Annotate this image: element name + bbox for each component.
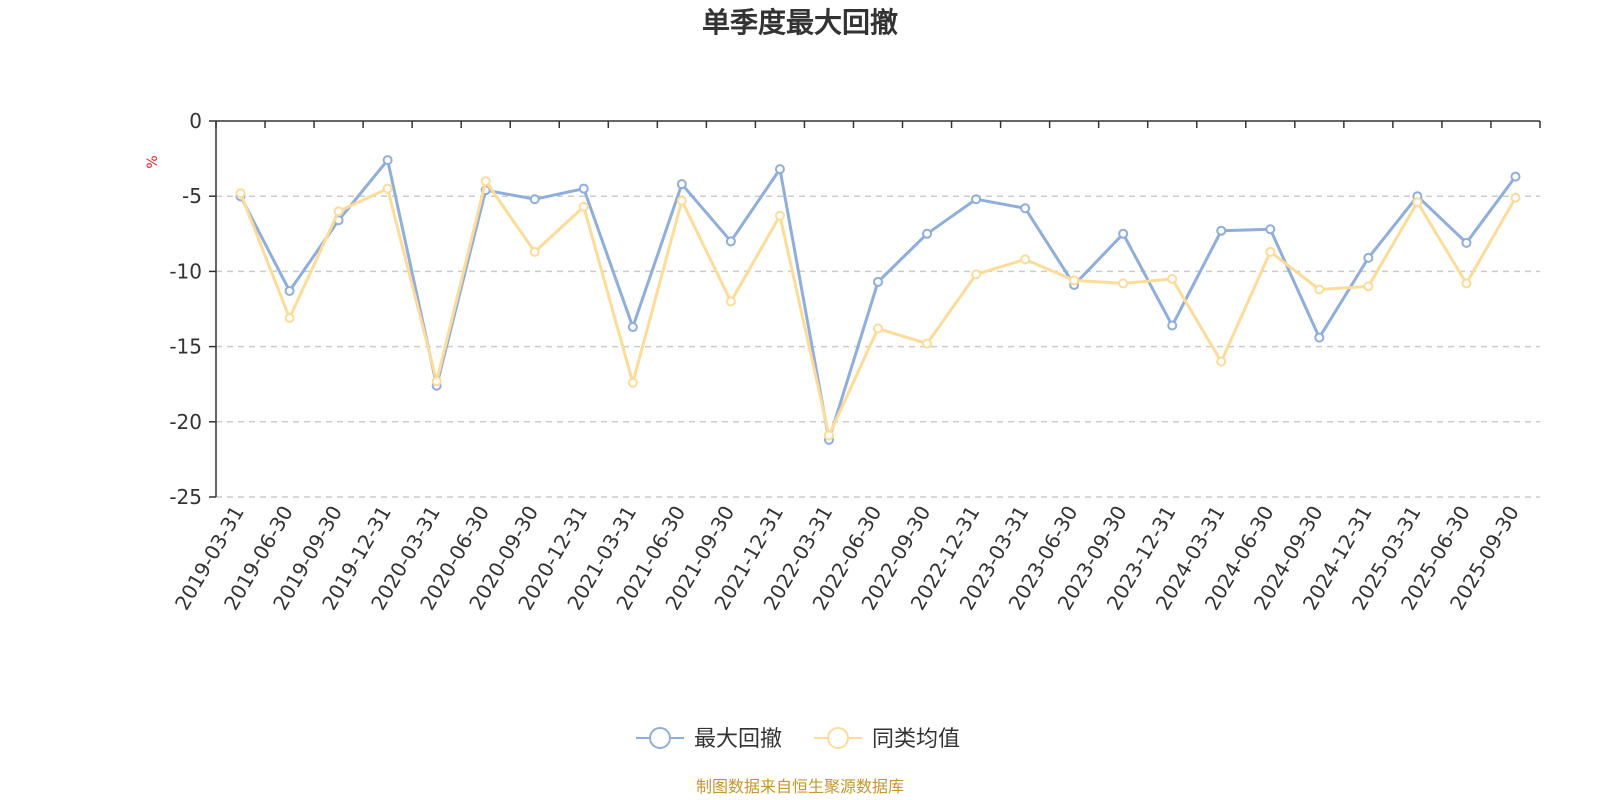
data-point (578, 201, 589, 212)
data-point (1363, 252, 1374, 263)
y-tick-label: -10 (169, 259, 202, 283)
data-point (627, 377, 638, 388)
y-tick-label: -25 (169, 485, 202, 509)
y-axis-ticks: 0 -5 -10 -15 -20 -25 (169, 109, 216, 509)
data-point (1265, 246, 1276, 257)
data-point (333, 206, 344, 217)
data-point (725, 236, 736, 247)
data-point (431, 376, 442, 387)
legend-marker-1 (649, 727, 671, 749)
data-point (676, 179, 687, 190)
data-point (1461, 237, 1472, 248)
data-point (480, 176, 491, 187)
data-point (1118, 228, 1129, 239)
y-tick-label: -5 (182, 184, 202, 208)
data-point (774, 164, 785, 175)
data-point (774, 210, 785, 221)
legend: 最大回撤 同类均值 (636, 727, 960, 752)
data-point (235, 188, 246, 199)
data-point (1069, 275, 1080, 286)
legend-marker-2 (827, 727, 849, 749)
data-point (725, 296, 736, 307)
data-point (1167, 273, 1178, 284)
y-tick-label: -15 (169, 335, 202, 359)
y-tick-label: -20 (169, 410, 202, 434)
data-point (676, 195, 687, 206)
data-point (1412, 197, 1423, 208)
data-point (1118, 278, 1129, 289)
data-point (529, 246, 540, 257)
data-point (1167, 320, 1178, 331)
legend-label-1: 最大回撤 (694, 727, 782, 752)
data-point (382, 183, 393, 194)
data-point (1461, 278, 1472, 289)
data-point (873, 276, 883, 287)
data-point (873, 323, 883, 334)
data-point (1216, 356, 1227, 367)
data-point (823, 430, 834, 441)
data-point (1510, 192, 1521, 203)
data-point (1510, 171, 1521, 182)
series-line (239, 179, 1517, 437)
series-group (235, 155, 1521, 445)
legend-item-1[interactable]: 最大回撤 (636, 727, 782, 752)
axes (215, 120, 1540, 497)
data-point (922, 338, 933, 349)
series-line (239, 158, 1517, 442)
data-point (1216, 225, 1227, 236)
data-point (1314, 332, 1325, 343)
data-point (578, 183, 589, 194)
y-axis-unit: % (145, 155, 161, 168)
data-point (627, 322, 638, 333)
data-point (1265, 224, 1276, 235)
legend-item-2[interactable]: 同类均值 (814, 727, 960, 752)
data-point (1363, 281, 1374, 292)
data-point (1314, 284, 1325, 295)
y-tick-label: 0 (189, 109, 202, 133)
data-point (1020, 203, 1031, 214)
chart-title: 单季度最大回撤 (702, 6, 898, 39)
data-point (284, 313, 295, 324)
data-point (382, 155, 393, 166)
data-point (922, 228, 933, 239)
data-point (971, 194, 982, 205)
series-1 (235, 155, 1521, 445)
data-point (284, 285, 295, 296)
data-point (529, 194, 540, 205)
legend-label-2: 同类均值 (872, 727, 960, 752)
grid-lines (216, 195, 1540, 498)
data-point (971, 269, 982, 280)
data-point (1020, 254, 1031, 265)
series-2 (235, 176, 1521, 441)
source-note: 制图数据来自恒生聚源数据库 (696, 777, 904, 796)
